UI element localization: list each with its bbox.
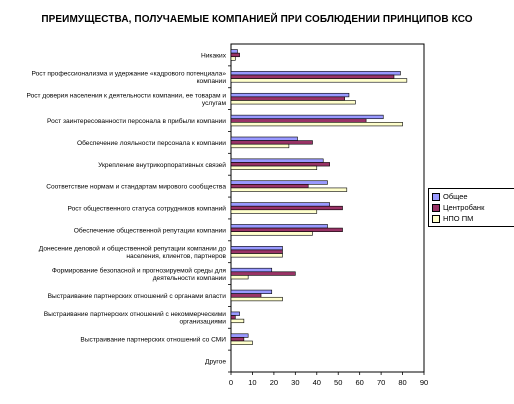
bar-0-2 [230, 92, 350, 98]
x-tick-label-1: 10 [248, 378, 256, 387]
x-tick-label-9: 90 [420, 378, 428, 387]
category-label-11: Выстраивание партнерских отношений с орг… [48, 292, 227, 300]
bar-0-11 [230, 289, 273, 294]
x-tick-label-2: 20 [270, 378, 278, 387]
category-label-6: Соответствие нормам и стандартам мировог… [46, 183, 226, 191]
legend-item-general: Общее [432, 191, 512, 202]
bar-2-7 [230, 209, 318, 214]
legend-swatch-general [432, 192, 440, 201]
bar-1-13 [230, 337, 245, 342]
bar-1-3 [230, 118, 367, 123]
bar-0-3 [230, 114, 384, 120]
bar-2-4 [230, 143, 290, 149]
bar-2-2 [230, 100, 356, 105]
bar-0-13 [230, 333, 249, 338]
category-label-1: Рост профессионализма и удержание «кадро… [32, 71, 227, 86]
category-label-2: Рост доверия населения к деятельности ко… [26, 92, 226, 107]
category-label-8: Обеспечение общественной репутации компа… [74, 226, 227, 234]
legend-swatch-centrobank [432, 203, 440, 212]
bar-1-10 [230, 271, 296, 276]
bar-1-9 [230, 249, 283, 254]
category-label-12: Выстраивание партнерских отношений с нек… [44, 310, 227, 326]
bar-0-8 [230, 224, 328, 229]
x-tick-label-7: 70 [377, 378, 385, 387]
x-tick-label-6: 60 [355, 378, 363, 387]
bar-1-6 [230, 184, 309, 189]
legend-label-npo: НПО ПМ [443, 214, 474, 223]
chart-title: ПРЕИМУЩЕСТВА, ПОЛУЧАЕМЫЕ КОМПАНИЕЙ ПРИ С… [41, 14, 473, 25]
bar-1-8 [230, 227, 343, 232]
bar-1-4 [230, 140, 313, 145]
bar-1-12 [230, 315, 236, 320]
category-label-3: Рост заинтересованности персонала в приб… [47, 117, 226, 125]
x-tick-label-8: 80 [398, 378, 406, 387]
category-label-0: Никаких [201, 52, 227, 59]
bar-0-9 [230, 246, 283, 251]
bar-0-12 [230, 311, 240, 316]
bar-1-2 [230, 96, 345, 101]
x-tick-label-3: 30 [291, 378, 299, 387]
bar-1-0 [230, 52, 240, 58]
legend-label-centrobank: Центробанк [443, 203, 485, 212]
bar-0-6 [230, 180, 328, 185]
legend-swatch-npo [432, 214, 440, 223]
x-tick-label-0: 0 [229, 378, 233, 387]
bar-0-10 [230, 267, 273, 273]
bar-2-8 [230, 231, 313, 236]
bar-2-5 [230, 165, 318, 170]
category-label-14: Другое [205, 359, 226, 366]
bar-0-7 [230, 202, 330, 207]
bar-1-11 [230, 293, 262, 298]
category-label-9: Донесение деловой и общественной репутац… [39, 244, 227, 260]
x-tick-label-5: 50 [334, 378, 342, 387]
category-label-10: Формирование безопасной и прогнозируемой… [52, 266, 227, 282]
bar-2-0 [230, 56, 236, 61]
x-tick-label-4: 40 [313, 378, 321, 387]
bar-0-4 [230, 136, 298, 141]
category-label-4: Обеспечение лояльности персонала к компа… [77, 139, 226, 147]
category-label-5: Укрепление внутрикорпоративных связей [98, 161, 226, 169]
bar-1-1 [230, 74, 395, 79]
bar-2-1 [230, 78, 408, 83]
legend-label-general: Общее [443, 192, 468, 201]
legend: Общее Центробанк НПО ПМ [428, 188, 514, 227]
bar-2-13 [230, 340, 253, 345]
bar-2-3 [230, 122, 403, 127]
bar-2-6 [230, 187, 348, 192]
legend-item-npo: НПО ПМ [432, 213, 512, 224]
bar-0-1 [230, 71, 401, 76]
category-label-13: Выстраивание партнерских отношений со СМ… [80, 336, 226, 344]
bar-0-5 [230, 158, 324, 163]
bar-2-10 [230, 275, 249, 280]
bar-2-11 [230, 296, 283, 302]
bar-2-9 [230, 253, 283, 258]
bar-0-0 [230, 49, 238, 54]
category-label-7: Рост общественного статуса сотрудников к… [67, 205, 226, 213]
bar-1-7 [230, 205, 343, 211]
legend-item-centrobank: Центробанк [432, 202, 512, 213]
bar-2-12 [230, 318, 245, 324]
bar-1-5 [230, 162, 330, 167]
